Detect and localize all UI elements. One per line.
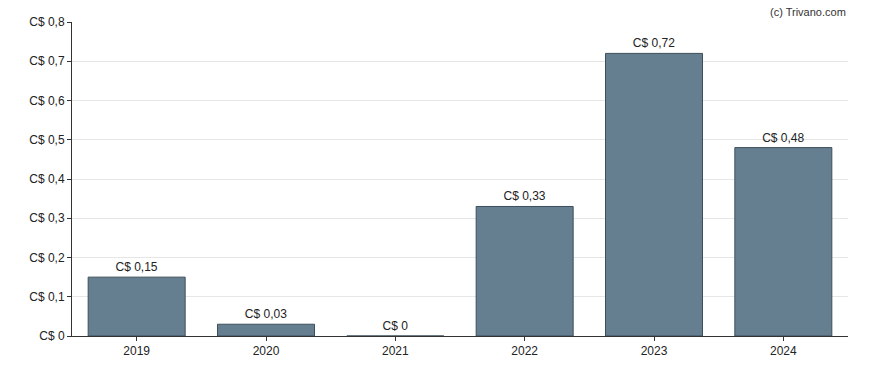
svg-text:2021: 2021 xyxy=(382,344,409,358)
svg-text:C$ 0: C$ 0 xyxy=(382,319,408,333)
svg-text:2024: 2024 xyxy=(770,344,797,358)
svg-text:C$ 0,6: C$ 0,6 xyxy=(29,94,65,108)
svg-text:C$ 0,15: C$ 0,15 xyxy=(115,260,157,274)
svg-text:C$ 0,8: C$ 0,8 xyxy=(29,15,65,29)
svg-text:C$ 0,4: C$ 0,4 xyxy=(29,172,65,186)
svg-text:C$ 0,48: C$ 0,48 xyxy=(762,131,804,145)
svg-text:C$ 0: C$ 0 xyxy=(39,329,65,343)
svg-text:2022: 2022 xyxy=(511,344,538,358)
svg-text:C$ 0,1: C$ 0,1 xyxy=(29,290,65,304)
svg-text:C$ 0,3: C$ 0,3 xyxy=(29,211,65,225)
svg-text:C$ 0,03: C$ 0,03 xyxy=(245,307,287,321)
svg-text:2019: 2019 xyxy=(123,344,150,358)
svg-text:2020: 2020 xyxy=(253,344,280,358)
svg-text:C$ 0,5: C$ 0,5 xyxy=(29,133,65,147)
svg-text:2023: 2023 xyxy=(641,344,668,358)
svg-text:C$ 0,7: C$ 0,7 xyxy=(29,54,65,68)
svg-text:C$ 0,2: C$ 0,2 xyxy=(29,251,65,265)
svg-text:(c) Trivano.com: (c) Trivano.com xyxy=(770,6,846,18)
svg-text:C$ 0,72: C$ 0,72 xyxy=(633,36,675,50)
svg-text:C$ 0,33: C$ 0,33 xyxy=(503,189,545,203)
